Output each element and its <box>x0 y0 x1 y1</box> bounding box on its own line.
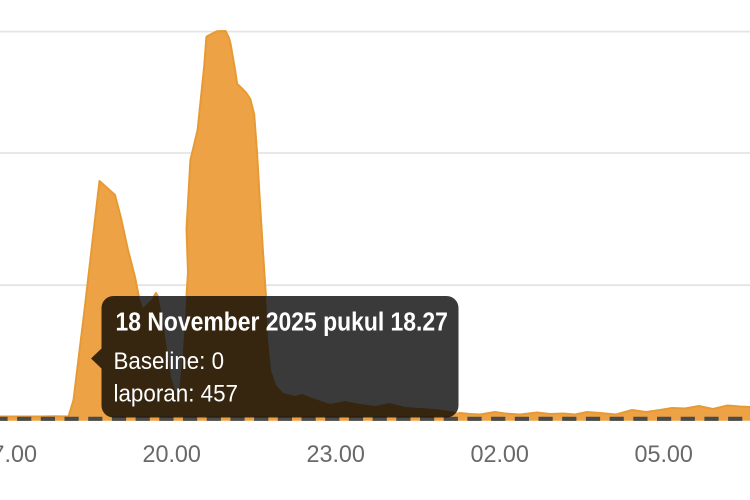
svg-text:05.00: 05.00 <box>634 441 693 468</box>
svg-text:20.00: 20.00 <box>142 441 201 468</box>
svg-text:18 November 2025 pukul 18.27: 18 November 2025 pukul 18.27 <box>116 309 448 337</box>
svg-text:17.00: 17.00 <box>0 441 37 468</box>
svg-text:02.00: 02.00 <box>470 441 529 468</box>
svg-text:Baseline: 0: Baseline: 0 <box>114 349 225 375</box>
svg-text:23.00: 23.00 <box>306 441 365 468</box>
svg-text:laporan: 457: laporan: 457 <box>114 381 239 407</box>
